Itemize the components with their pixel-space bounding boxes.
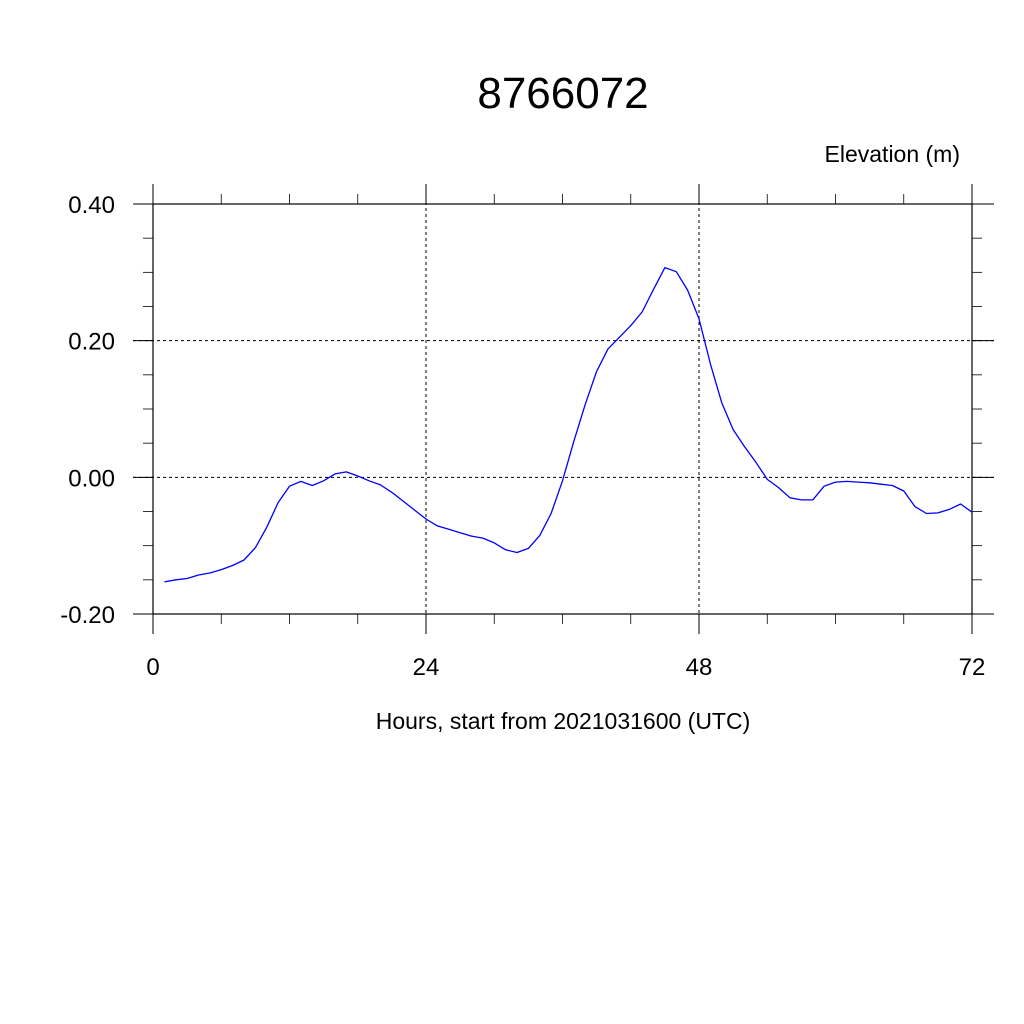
y-tick-label: 0.40 [68,192,115,219]
x-axis-label: Hours, start from 2021031600 (UTC) [376,708,751,734]
series-line [164,266,973,583]
tick-labels: -0.20 0.00 0.20 0.40 0 24 48 72 [60,192,985,681]
x-tick-label: 24 [413,654,440,681]
plot-frame [152,203,973,615]
axis-ticks [133,184,994,634]
y-tick-label: 0.20 [68,329,115,356]
y-tick-label: -0.20 [60,602,115,629]
series-layer [164,266,973,583]
y-tick-label: 0.00 [68,465,115,492]
grid-lines [133,184,994,634]
x-tick-label: 48 [686,654,713,681]
y-axis-label: Elevation (m) [825,141,960,167]
x-tick-label: 72 [959,654,986,681]
chart-title: 8766072 [477,69,648,118]
x-tick-label: 0 [146,654,159,681]
